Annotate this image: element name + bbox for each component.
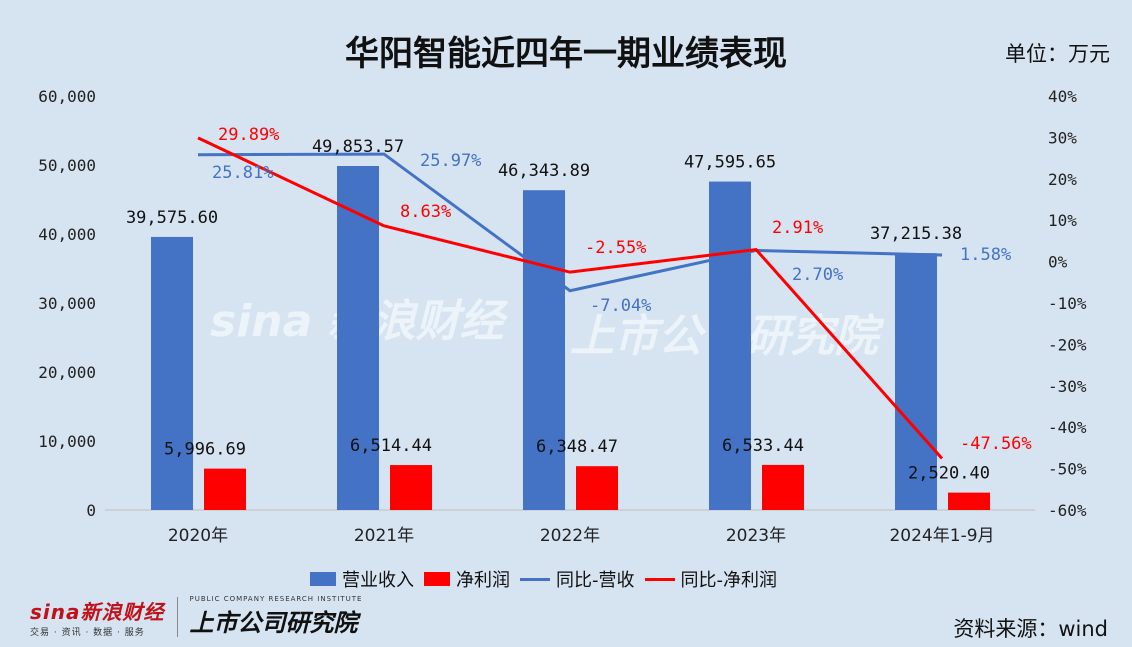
- right-axis-tick-label: -60%: [1048, 501, 1087, 520]
- bar-revenue-label: 37,215.38: [870, 224, 962, 244]
- left-axis-tick-label: 40,000: [38, 225, 96, 244]
- x-tick-label: 2020年: [168, 526, 228, 546]
- bars-group: [151, 166, 990, 511]
- left-axis-tick-label: 20,000: [38, 363, 96, 382]
- bar-profit-label: 6,348.47: [536, 437, 618, 457]
- line-revenue-yoy-label: 1.58%: [960, 245, 1011, 265]
- legend-label-profit-yoy: 同比-净利润: [680, 570, 778, 591]
- right-axis-tick-label: 10%: [1048, 211, 1077, 230]
- bar-profit: [576, 466, 618, 510]
- line-profit-yoy: [197, 136, 944, 460]
- right-axis-tick-label: -10%: [1048, 294, 1087, 313]
- chart-title: 华阳智能近四年一期业绩表现: [345, 34, 787, 74]
- chart-canvas: 0 10,000 20,000 30,000 40,000 50,000 60,000 -6…: [38, 87, 1087, 546]
- bar-revenue: [895, 253, 937, 511]
- bar-revenue-label: 47,595.65: [684, 153, 776, 173]
- legend-item-profit: 净利润: [424, 566, 510, 592]
- line-revenue-yoy-label: -7.04%: [590, 296, 651, 316]
- brand-divider: [176, 596, 178, 637]
- research-logo: PUBLIC COMPANY RESEARCH INSTITUTE 上市公司研究…: [190, 595, 363, 638]
- bar-revenue: [337, 166, 379, 510]
- footer-brand: sina新浪财经 交易 · 资讯 · 数据 · 服务 PUBLIC COMPAN…: [30, 595, 362, 638]
- legend-swatch-revenue-yoy: [520, 577, 550, 581]
- x-tick-label: 2023年: [726, 526, 786, 546]
- left-axis-tick-label: 10,000: [38, 432, 96, 451]
- legend-item-revenue: 营业收入: [310, 566, 414, 592]
- sina-logo-sub: 交易 · 资讯 · 数据 · 服务: [30, 627, 145, 638]
- bar-revenue: [151, 236, 193, 511]
- x-tick-label: 2022年: [540, 526, 600, 546]
- sina-logo: sina新浪财经 交易 · 资讯 · 数据 · 服务: [30, 596, 165, 638]
- right-axis-tick-label: -20%: [1048, 335, 1087, 354]
- bar-profit: [762, 464, 804, 510]
- right-axis-tick-label: -30%: [1048, 377, 1087, 396]
- legend-swatch-profit-yoy: [644, 577, 675, 581]
- source-label: 资料来源：wind: [953, 617, 1108, 641]
- bar-profit: [390, 465, 432, 510]
- legend-label-revenue: 营业收入: [342, 570, 414, 591]
- legend: 营业收入 净利润 同比-营收 同比-净利润: [310, 566, 777, 592]
- bar-profit-label: 6,533.44: [722, 436, 804, 456]
- left-axis: 0 10,000 20,000 30,000 40,000 50,000 60,000: [38, 87, 96, 520]
- bar-profit-label: 6,514.44: [350, 436, 432, 456]
- left-axis-tick-label: 60,000: [38, 87, 96, 106]
- bar-revenue-label: 39,575.60: [126, 208, 218, 228]
- research-logo-text: 上市公司研究院: [189, 609, 358, 637]
- research-logo-sub: PUBLIC COMPANY RESEARCH INSTITUTE: [189, 595, 363, 603]
- line-profit-yoy-label: 2.91%: [772, 218, 823, 238]
- legend-label-profit: 净利润: [456, 570, 510, 591]
- line-profit-yoy-label: -47.56%: [960, 434, 1032, 454]
- legend-swatch-revenue: [310, 572, 336, 586]
- left-axis-tick-label: 30,000: [38, 294, 96, 313]
- bar-profit: [204, 468, 246, 510]
- right-axis-tick-label: 30%: [1048, 128, 1077, 147]
- bar-revenue-label: 46,343.89: [498, 161, 590, 181]
- bar-profit: [948, 492, 990, 510]
- line-profit-yoy-label: 8.63%: [400, 202, 451, 222]
- left-axis-tick-label: 50,000: [38, 156, 96, 175]
- data-labels-group: 39,575.60 5,996.69 49,853.57 6,514.44 46,343…: [126, 125, 1032, 484]
- bar-revenue-label: 49,853.57: [312, 137, 404, 157]
- unit-label: 单位：万元: [1005, 42, 1110, 66]
- x-tick-label: 2021年: [354, 526, 414, 546]
- line-profit-yoy-label: -2.55%: [585, 238, 646, 258]
- bar-revenue: [709, 181, 751, 510]
- sina-logo-text: sina新浪财经: [30, 599, 165, 624]
- right-axis-tick-label: 40%: [1048, 87, 1077, 106]
- bar-profit-label: 5,996.69: [164, 440, 246, 460]
- right-axis-tick-label: -50%: [1048, 460, 1087, 479]
- x-tick-label: 2024年1-9月: [889, 526, 994, 546]
- right-axis-tick-label: 0%: [1048, 253, 1068, 272]
- lines-group: [197, 136, 944, 460]
- bar-revenue: [523, 190, 565, 510]
- right-axis: -60% -50% -40% -30% -20% -10% 0% 10% 20% 30% 40%: [1048, 87, 1087, 520]
- legend-label-revenue-yoy: 同比-营收: [556, 570, 635, 591]
- line-revenue-yoy: [197, 152, 943, 293]
- right-axis-tick-label: 20%: [1048, 170, 1077, 189]
- bar-profit-label: 2,520.40: [908, 464, 990, 484]
- legend-item-revenue-yoy: 同比-营收: [520, 566, 635, 592]
- legend-item-profit-yoy: 同比-净利润: [644, 566, 778, 592]
- left-axis-tick-label: 0: [86, 501, 96, 520]
- legend-swatch-profit: [424, 572, 450, 586]
- line-revenue-yoy-label: 2.70%: [792, 265, 843, 285]
- right-axis-tick-label: -40%: [1048, 418, 1087, 437]
- line-profit-yoy-label: 29.89%: [218, 125, 279, 145]
- line-revenue-yoy-label: 25.97%: [420, 151, 481, 171]
- line-revenue-yoy-label: 25.81%: [212, 163, 273, 183]
- x-tick-labels: 2020年 2021年 2022年 2023年 2024年1-9月: [168, 526, 995, 546]
